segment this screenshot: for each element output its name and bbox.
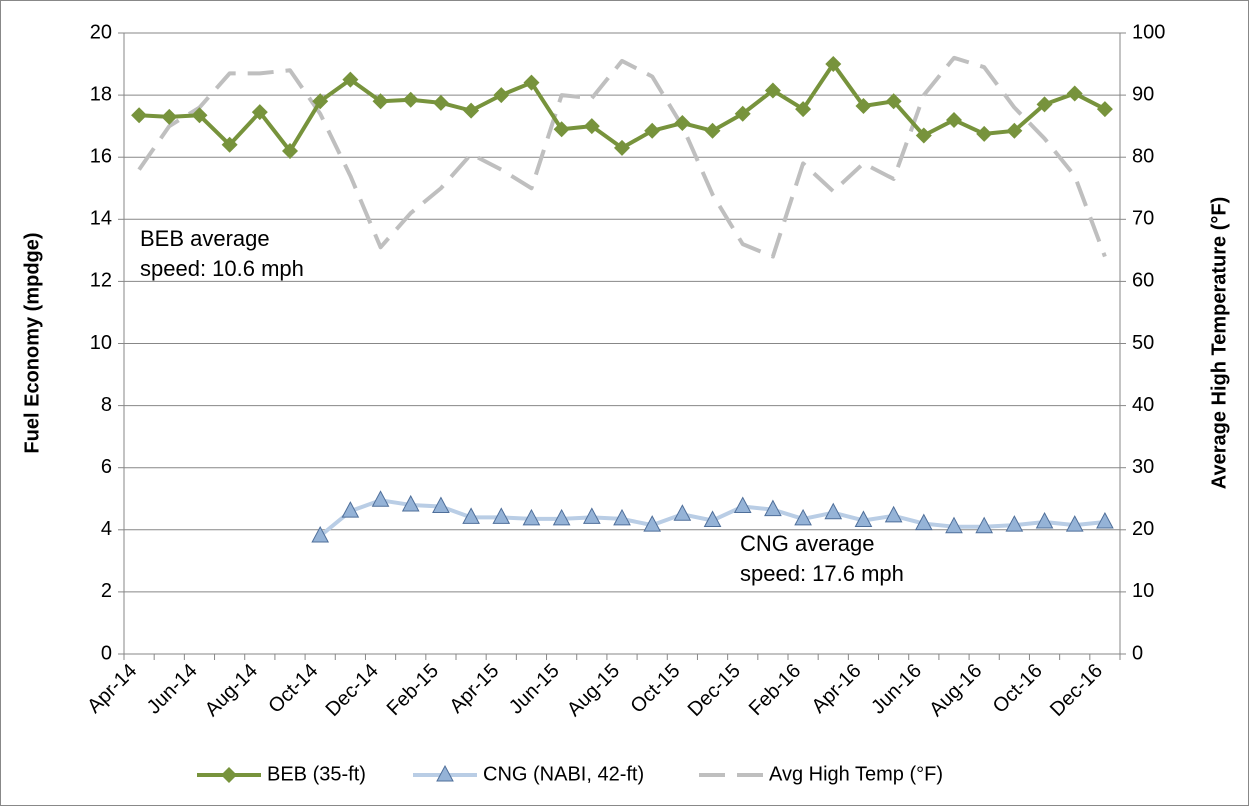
y2-tick-label: 60 [1132, 270, 1154, 292]
data-point [703, 510, 722, 527]
data-point [463, 102, 480, 119]
y-tick-label: 18 [90, 83, 112, 105]
data-point [312, 93, 329, 110]
data-point [673, 504, 692, 521]
y2-tick-label: 0 [1132, 642, 1143, 664]
data-point [191, 107, 208, 124]
data-point [1035, 511, 1054, 529]
data-point [221, 136, 238, 153]
y2-tick-label: 20 [1132, 518, 1154, 540]
data-point [1096, 511, 1114, 529]
y-tick-label: 10 [90, 332, 112, 354]
y-tick-label: 12 [90, 270, 112, 292]
annotation: speed: 17.6 mph [740, 561, 904, 586]
legend-label: CNG (NABI, 42-ft) [483, 763, 644, 785]
data-point [251, 104, 268, 121]
y-tick-label: 2 [101, 580, 112, 602]
data-point [704, 122, 721, 139]
legend-marker [436, 764, 454, 782]
series [137, 55, 1107, 259]
data-point [342, 71, 359, 88]
data-point [643, 515, 662, 532]
y2-tick-label: 70 [1132, 208, 1154, 230]
data-point [523, 74, 540, 91]
data-point [401, 494, 420, 512]
data-point [795, 101, 812, 118]
data-point [341, 501, 360, 518]
annotation: speed: 10.6 mph [140, 256, 304, 281]
series [131, 56, 1113, 159]
y-tick-label: 0 [101, 642, 112, 664]
y-tick-label: 16 [90, 145, 112, 167]
y-axis-title: Fuel Economy (mpdge) [21, 232, 43, 453]
data-point [855, 97, 872, 114]
annotation: CNG average [740, 531, 875, 556]
legend-label: BEB (35-ft) [267, 763, 366, 785]
data-point [522, 508, 541, 526]
data-point [1036, 96, 1053, 113]
data-point [553, 121, 570, 138]
data-point [582, 507, 601, 524]
y-tick-label: 14 [90, 208, 112, 230]
data-point [1065, 515, 1084, 532]
legend-marker [221, 767, 237, 783]
data-point [764, 499, 782, 517]
data-point [583, 118, 600, 135]
data-point [614, 139, 630, 156]
y-tick-label: 20 [90, 21, 112, 43]
y2-tick-label: 80 [1132, 145, 1154, 167]
data-point [674, 115, 691, 132]
data-point [1005, 515, 1024, 532]
y2-tick-label: 90 [1132, 83, 1154, 105]
y2-tick-label: 10 [1132, 580, 1154, 602]
data-point [914, 513, 933, 531]
data-point [734, 105, 751, 122]
data-point [915, 127, 932, 144]
data-point [492, 507, 511, 524]
data-point [311, 525, 330, 543]
data-point [372, 93, 389, 110]
y2-tick-label: 30 [1132, 456, 1154, 478]
data-point [432, 496, 450, 514]
data-point [282, 142, 298, 159]
data-point [131, 107, 148, 124]
data-point [884, 505, 903, 523]
annotation: BEB average [140, 226, 270, 251]
y-tick-label: 6 [101, 456, 112, 478]
data-point [945, 516, 963, 534]
data-point [462, 507, 480, 524]
data-point [371, 490, 390, 507]
data-point [946, 111, 962, 128]
y2-axis-title: Average High Temperature (°F) [1208, 197, 1230, 490]
y-tick-label: 4 [101, 518, 112, 540]
y-tick-label: 8 [101, 394, 112, 416]
data-point [764, 82, 781, 99]
data-point [1006, 122, 1023, 139]
y2-tick-label: 40 [1132, 394, 1154, 416]
data-point [1066, 85, 1083, 102]
data-point [976, 125, 993, 142]
y2-tick-label: 100 [1132, 21, 1165, 43]
data-point [1096, 101, 1113, 118]
data-point [402, 91, 419, 108]
y2-tick-label: 50 [1132, 332, 1154, 354]
data-point [613, 508, 631, 526]
data-point [161, 108, 178, 125]
series-line [137, 55, 1107, 259]
data-point [975, 516, 994, 534]
series [311, 490, 1114, 543]
data-point [644, 122, 661, 139]
legend-label: Avg High Temp (°F) [769, 763, 943, 785]
data-point [493, 87, 510, 104]
data-point [552, 508, 571, 526]
data-point [885, 93, 902, 110]
data-point [854, 510, 873, 527]
data-point [432, 94, 449, 111]
data-point [794, 508, 812, 526]
data-point [733, 496, 752, 514]
data-point [825, 56, 842, 73]
data-point [824, 502, 843, 520]
